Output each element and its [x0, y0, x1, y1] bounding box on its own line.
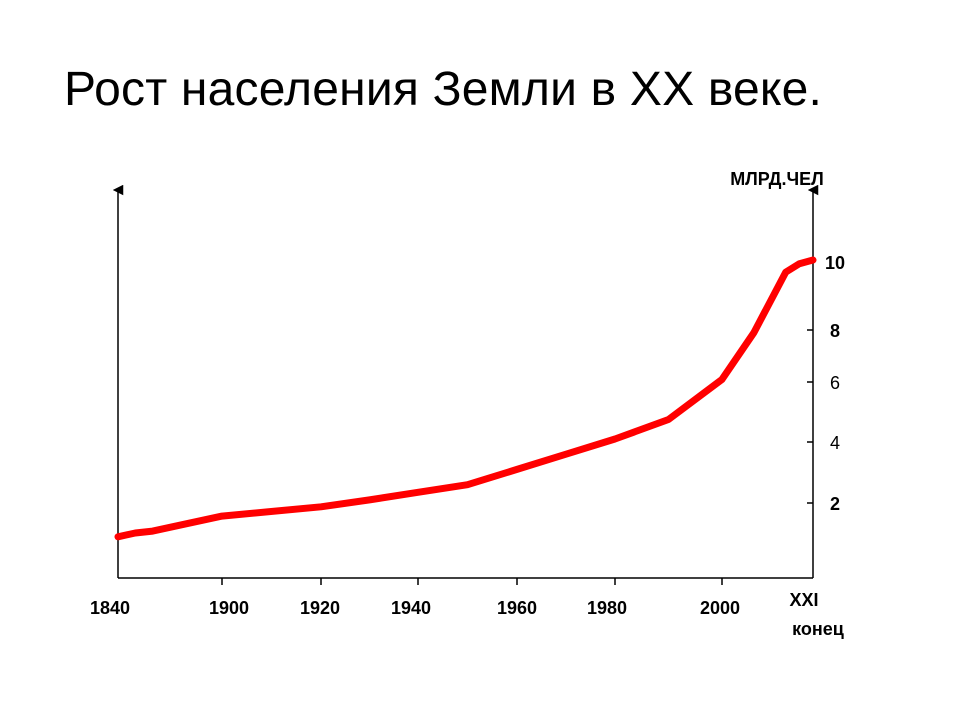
x-ticks: 1840 1900 1920 1940 1960 1980 2000 — [90, 578, 740, 618]
x-end-label-line-1: XXI — [789, 590, 818, 610]
x-tick-label: 1920 — [300, 598, 340, 618]
series-layer — [114, 256, 817, 541]
y-tick-label: 10 — [825, 253, 845, 273]
x-tick-label: 2000 — [700, 598, 740, 618]
x-end-label-line-2: конец — [792, 619, 844, 639]
x-tick-label: 1900 — [209, 598, 249, 618]
y-tick-label: 2 — [830, 494, 840, 514]
x-tick-label: 1940 — [391, 598, 431, 618]
x-tick-label: 1960 — [497, 598, 537, 618]
x-tick-label: 1840 — [90, 598, 130, 618]
y-tick-label: 8 — [830, 321, 840, 341]
x-tick-label: 1980 — [587, 598, 627, 618]
slide-title: Рост населения Земли в XX веке. — [64, 63, 823, 116]
population-series-line — [114, 256, 817, 541]
y-axis-title: МЛРД.ЧЕЛ — [730, 169, 824, 189]
y-tick-label: 4 — [830, 433, 840, 453]
y-tick-label: 6 — [830, 373, 840, 393]
